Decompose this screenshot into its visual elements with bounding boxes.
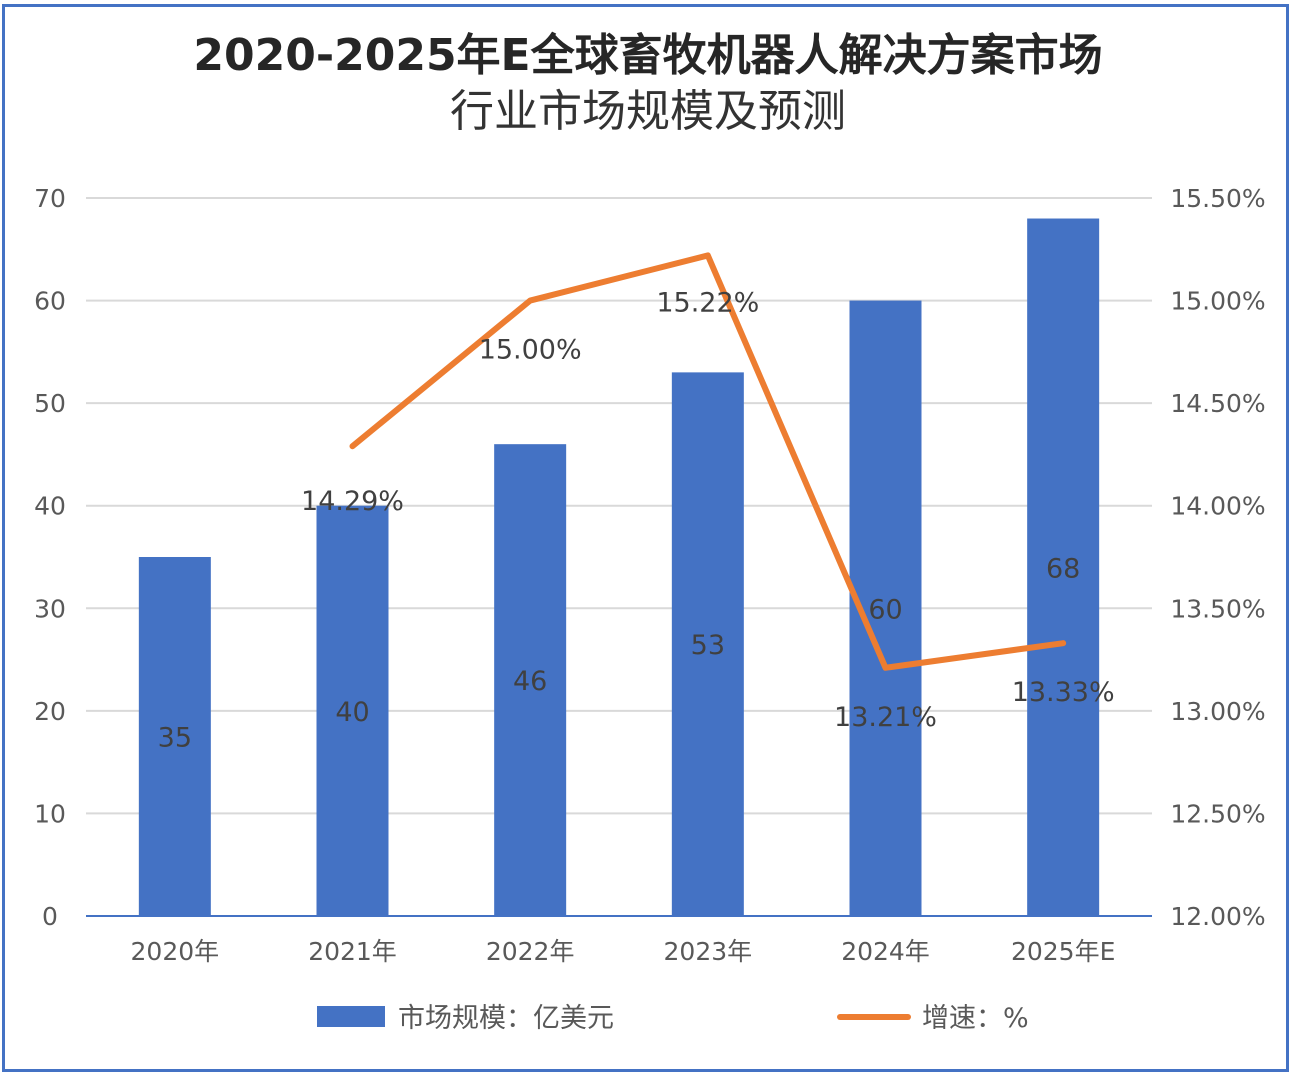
y-left-tick-label: 60 <box>34 287 66 316</box>
y-right-tick-label: 12.50% <box>1170 799 1265 828</box>
legend-label-market-size: 市场规模：亿美元 <box>398 1003 614 1034</box>
bar-data-label: 35 <box>158 723 192 754</box>
chart-title: 2020-2025年E全球畜牧机器人解决方案市场 行业市场规模及预测 <box>0 28 1296 140</box>
legend-label-growth: 增速：% <box>922 1003 1029 1034</box>
y-left-tick-label: 20 <box>34 697 66 726</box>
legend-swatch-market-size <box>317 1006 385 1027</box>
y-right-tick-label: 14.00% <box>1170 492 1265 521</box>
x-tick-label: 2022年 <box>486 937 575 966</box>
x-tick-label: 2020年 <box>131 937 220 966</box>
y-right-tick-label: 13.00% <box>1170 697 1265 726</box>
bar-data-label: 60 <box>868 594 902 625</box>
bar <box>494 444 567 916</box>
y-right-tick-label: 12.00% <box>1170 902 1265 931</box>
y-left-tick-label: 30 <box>34 594 66 623</box>
y-right-tick-label: 13.50% <box>1170 594 1265 623</box>
bar-data-label: 40 <box>335 697 369 728</box>
line-data-label: 14.29% <box>301 486 404 517</box>
y-right-tick-label: 15.50% <box>1170 184 1265 213</box>
line-data-label: 13.21% <box>834 702 937 733</box>
y-left-tick-label: 50 <box>34 389 66 418</box>
chart-title-line2: 行业市场规模及预测 <box>450 86 846 137</box>
line-data-label: 13.33% <box>1012 677 1115 708</box>
bar-data-label: 68 <box>1046 553 1080 584</box>
bar <box>316 505 389 916</box>
x-tick-label: 2023年 <box>664 937 753 966</box>
bar-data-label: 53 <box>691 630 725 661</box>
x-tick-label: 2021年 <box>308 937 397 966</box>
y-left-tick-label: 0 <box>42 902 58 931</box>
y-left-tick-label: 70 <box>34 184 66 213</box>
chart-title-line1: 2020-2025年E全球畜牧机器人解决方案市场 <box>193 30 1103 81</box>
y-left-tick-label: 10 <box>34 799 66 828</box>
x-tick-label: 2025年E <box>1011 937 1115 966</box>
line-data-label: 15.22% <box>656 287 759 318</box>
x-tick-label: 2024年 <box>841 937 930 966</box>
bar <box>671 372 744 916</box>
y-left-tick-label: 40 <box>34 492 66 521</box>
y-right-tick-label: 14.50% <box>1170 389 1265 418</box>
bar <box>138 557 211 916</box>
growth-line <box>349 252 1067 671</box>
y-right-tick-label: 15.00% <box>1170 287 1265 316</box>
line-data-label: 15.00% <box>479 335 582 366</box>
bar-data-label: 46 <box>513 666 547 697</box>
bar <box>1027 218 1100 916</box>
